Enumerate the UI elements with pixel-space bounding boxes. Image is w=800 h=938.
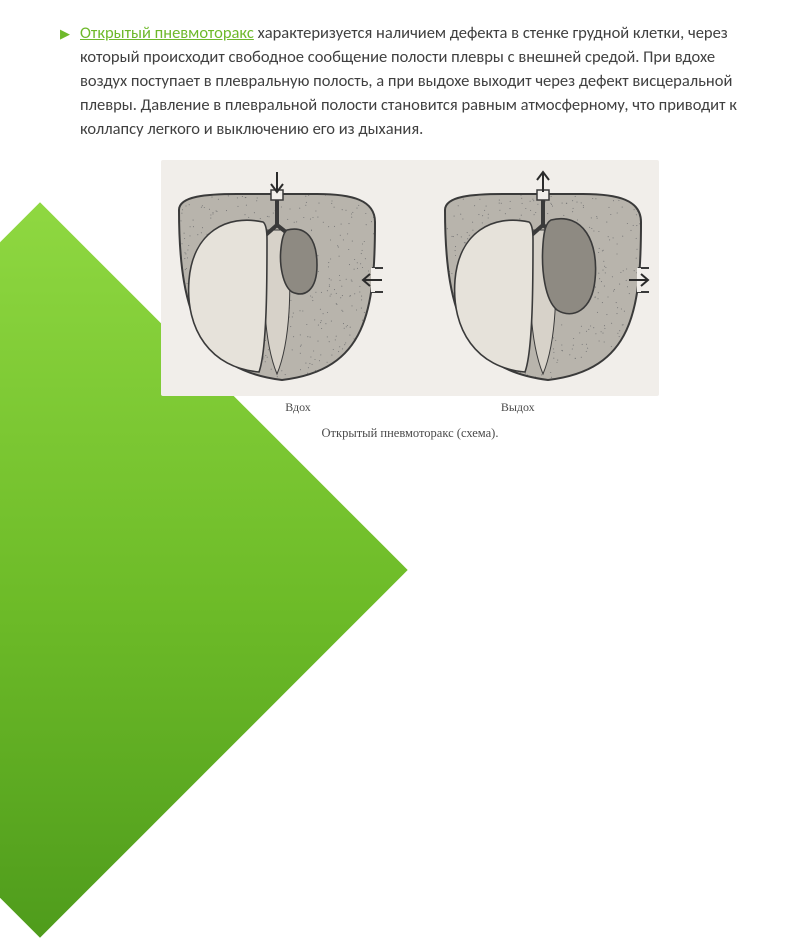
diagram-labels: Вдох Выдох: [285, 400, 534, 415]
term-underline: Открытый пневмоторакс: [80, 23, 254, 43]
lung-panel-exhale: [433, 170, 653, 390]
figure: Вдох Выдох Открытый пневмоторакс (схема)…: [60, 160, 760, 441]
body-paragraph-row: ▶ Открытый пневмоторакс характеризуется …: [60, 22, 760, 142]
body-paragraph: Открытый пневмоторакс характеризуется на…: [80, 22, 760, 142]
diagram-container: [161, 160, 659, 396]
bullet-icon: ▶: [60, 24, 70, 46]
slide-content: ▶ Открытый пневмоторакс характеризуется …: [0, 0, 800, 441]
lung-panel-inhale: [167, 170, 387, 390]
label-inhale: Вдох: [285, 400, 311, 415]
figure-caption: Открытый пневмоторакс (схема).: [60, 426, 760, 441]
label-exhale: Выдох: [501, 400, 535, 415]
